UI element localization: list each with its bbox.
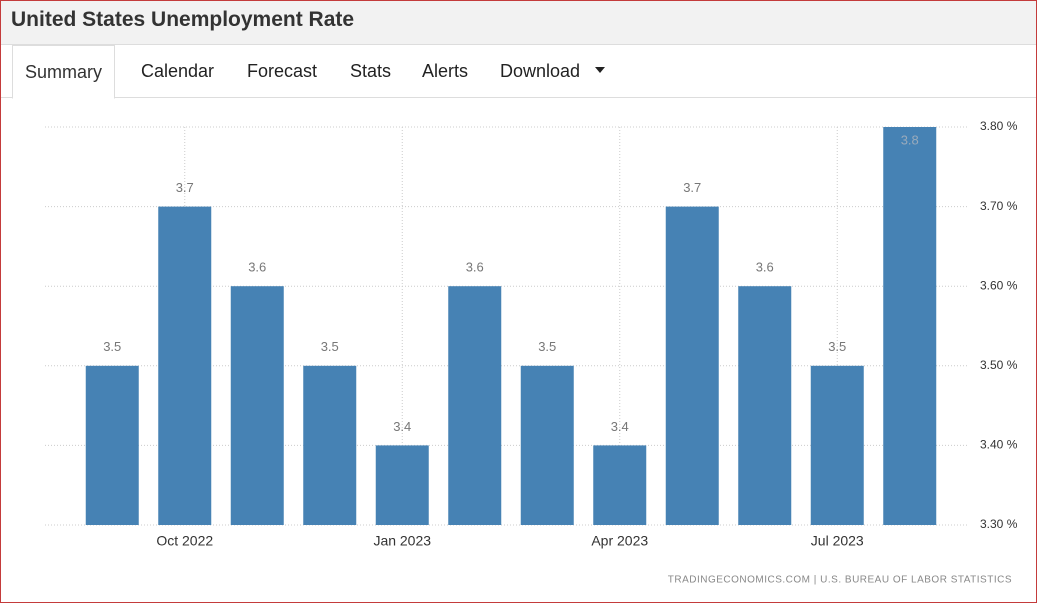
tab[interactable]: Download: [500, 61, 581, 81]
tab-bar: Summary Calendar Forecast Stats Alerts D…: [1, 45, 1036, 99]
bar: [158, 206, 212, 525]
y-tick-label: 3.70 %: [980, 199, 1018, 213]
bar: [303, 365, 357, 525]
x-tick-label: Jan 2023: [373, 533, 431, 549]
data-label: 3.6: [466, 260, 484, 275]
chart: 3.30 % 3.40 % 3.50 % 3.60 % 3.70 % 3.80 % Oct …: [45, 119, 1018, 586]
x-tick-label: Jul 2023: [811, 533, 864, 549]
data-label: 3.4: [611, 419, 629, 434]
data-label: 3.6: [756, 260, 774, 275]
data-label: 3.4: [393, 419, 411, 434]
bar: [85, 365, 139, 525]
dropdown-arrow: [595, 67, 605, 73]
tab[interactable]: Calendar: [141, 61, 215, 81]
y-tick-label: 3.80 %: [980, 119, 1018, 133]
y-tick-label: 3.50 %: [980, 358, 1018, 372]
header: United States Unemployment Rate: [1, 1, 1036, 45]
bar: [810, 365, 864, 525]
data-label: 3.8: [901, 132, 919, 147]
y-tick-label: 3.60 %: [980, 278, 1018, 292]
bar: [230, 286, 284, 525]
data-label: 3.7: [683, 180, 701, 195]
bar: [375, 445, 429, 525]
tab[interactable]: Summary: [12, 45, 116, 99]
data-label: 3.5: [828, 339, 846, 354]
bar: [520, 365, 574, 525]
x-tick-label: Oct 2022: [156, 533, 213, 549]
data-label: 3.5: [538, 339, 556, 354]
y-tick-label: 3.40 %: [980, 438, 1018, 452]
y-tick-label: 3.30 %: [980, 517, 1018, 531]
bar: [448, 286, 502, 525]
data-label: 3.7: [176, 180, 194, 195]
page-title: United States Unemployment Rate: [11, 8, 355, 31]
data-label: 3.6: [248, 260, 266, 275]
x-tick-label: Apr 2023: [591, 533, 648, 549]
tab[interactable]: Alerts: [422, 61, 469, 81]
bar: [665, 206, 719, 525]
bar: [738, 286, 792, 525]
source: TRADINGECONOMICS.COM | U.S. BUREAU OF LA…: [668, 575, 1012, 586]
data-label: 3.5: [103, 339, 121, 354]
tab[interactable]: Stats: [350, 61, 392, 81]
bar: [593, 445, 647, 525]
tab[interactable]: Forecast: [247, 61, 318, 81]
bar: [883, 127, 937, 525]
data-label: 3.5: [321, 339, 339, 354]
